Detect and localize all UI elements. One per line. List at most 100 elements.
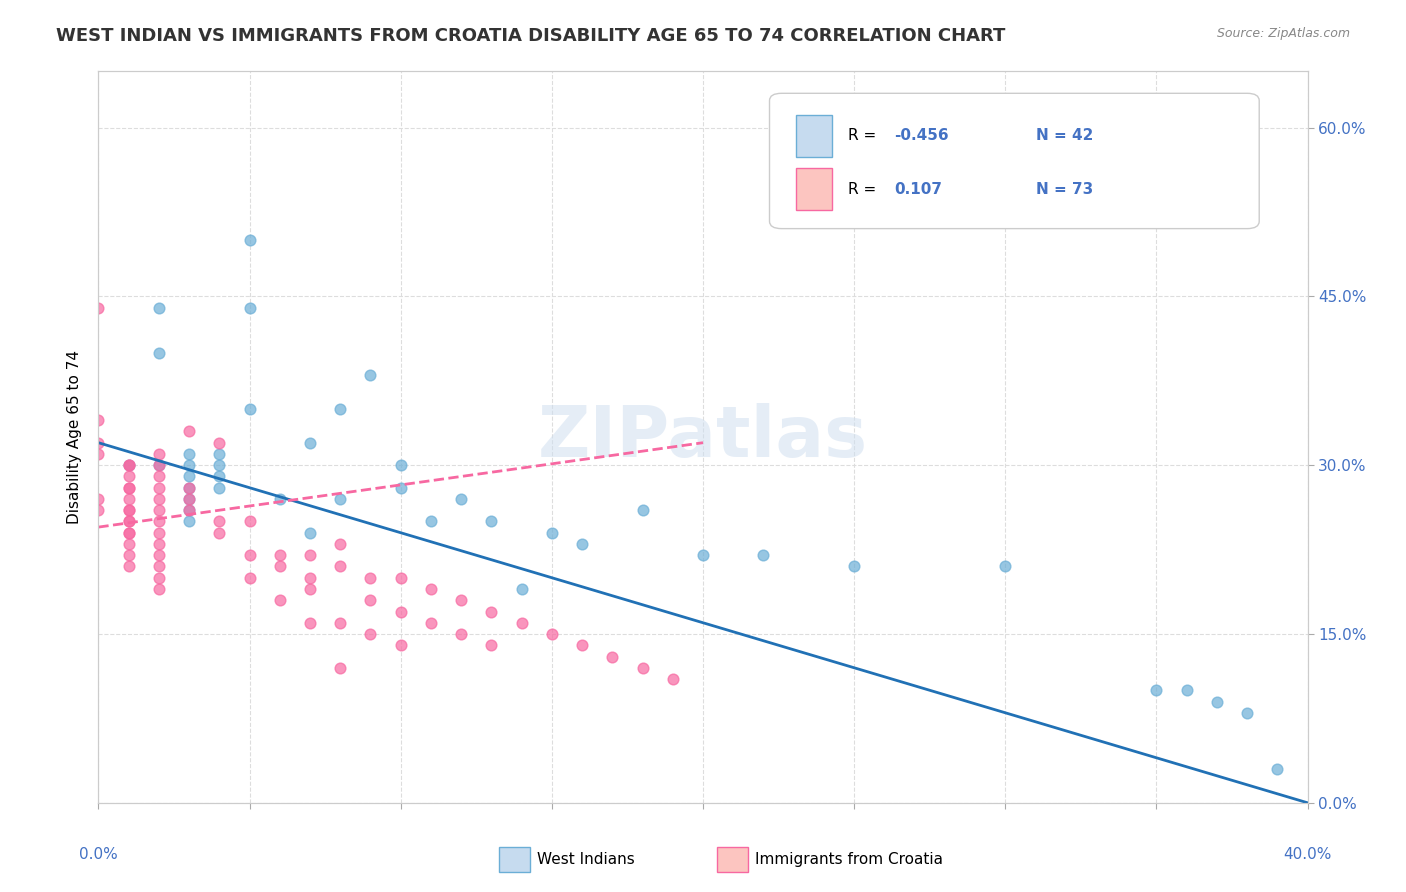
Point: [239, 233, 262, 247]
Point: [148, 537, 170, 551]
Point: [208, 458, 231, 473]
Point: [148, 559, 170, 574]
Text: 0.107: 0.107: [894, 182, 942, 196]
Point: [179, 503, 201, 517]
Point: [481, 638, 503, 652]
Point: [148, 515, 170, 529]
Point: [661, 672, 683, 686]
FancyBboxPatch shape: [769, 94, 1260, 228]
Point: [239, 515, 262, 529]
Point: [269, 593, 291, 607]
FancyBboxPatch shape: [796, 114, 832, 157]
Point: [148, 345, 170, 359]
Text: WEST INDIAN VS IMMIGRANTS FROM CROATIA DISABILITY AGE 65 TO 74 CORRELATION CHART: WEST INDIAN VS IMMIGRANTS FROM CROATIA D…: [56, 27, 1005, 45]
Point: [148, 469, 170, 483]
Point: [1267, 762, 1289, 776]
Point: [329, 537, 352, 551]
Point: [148, 571, 170, 585]
Point: [87, 503, 110, 517]
Text: ZIPatlas: ZIPatlas: [538, 402, 868, 472]
Point: [179, 458, 201, 473]
Point: [299, 571, 322, 585]
Point: [389, 481, 412, 495]
Y-axis label: Disability Age 65 to 74: Disability Age 65 to 74: [67, 350, 83, 524]
Point: [1206, 694, 1229, 708]
Point: [118, 537, 141, 551]
Point: [208, 447, 231, 461]
Point: [994, 559, 1017, 574]
Point: [269, 559, 291, 574]
Point: [87, 413, 110, 427]
Point: [299, 582, 322, 596]
Point: [148, 447, 170, 461]
Point: [1144, 683, 1167, 698]
FancyBboxPatch shape: [796, 168, 832, 211]
Point: [118, 481, 141, 495]
Point: [87, 435, 110, 450]
Point: [299, 435, 322, 450]
Point: [118, 525, 141, 540]
Point: [571, 537, 593, 551]
Point: [208, 435, 231, 450]
Point: [148, 458, 170, 473]
Point: [844, 559, 866, 574]
Point: [148, 491, 170, 506]
Point: [540, 525, 562, 540]
Point: [118, 515, 141, 529]
Point: [329, 615, 352, 630]
Point: [269, 548, 291, 562]
Point: [118, 491, 141, 506]
Point: [118, 458, 141, 473]
Text: R =: R =: [848, 128, 882, 144]
Point: [118, 515, 141, 529]
Point: [87, 447, 110, 461]
Point: [118, 458, 141, 473]
Point: [631, 503, 654, 517]
Point: [299, 548, 322, 562]
Point: [360, 593, 382, 607]
Point: [208, 469, 231, 483]
Point: [118, 458, 141, 473]
Point: [571, 638, 593, 652]
Point: [329, 401, 352, 416]
Point: [208, 515, 231, 529]
Point: [420, 615, 443, 630]
Point: [208, 525, 231, 540]
Point: [602, 649, 624, 664]
Point: [239, 301, 262, 315]
Text: N = 73: N = 73: [1035, 182, 1092, 196]
Point: [118, 503, 141, 517]
Point: [148, 301, 170, 315]
Point: [118, 469, 141, 483]
Point: [179, 469, 201, 483]
Point: [179, 481, 201, 495]
Point: [1236, 706, 1258, 720]
Point: [179, 515, 201, 529]
Point: [510, 582, 533, 596]
Point: [450, 491, 472, 506]
Point: [540, 627, 562, 641]
Point: [118, 548, 141, 562]
Point: [360, 627, 382, 641]
Point: [481, 605, 503, 619]
Point: [631, 661, 654, 675]
Point: [389, 571, 412, 585]
Point: [450, 627, 472, 641]
Point: [148, 481, 170, 495]
Point: [360, 368, 382, 383]
Point: [148, 525, 170, 540]
Point: [420, 582, 443, 596]
Point: [148, 582, 170, 596]
Point: [148, 503, 170, 517]
Point: [208, 481, 231, 495]
Text: 0.0%: 0.0%: [79, 847, 118, 862]
Point: [420, 515, 443, 529]
Point: [148, 548, 170, 562]
Point: [118, 481, 141, 495]
Point: [118, 525, 141, 540]
Text: Immigrants from Croatia: Immigrants from Croatia: [755, 853, 943, 867]
Point: [239, 401, 262, 416]
Point: [239, 571, 262, 585]
Text: Source: ZipAtlas.com: Source: ZipAtlas.com: [1216, 27, 1350, 40]
Text: -0.456: -0.456: [894, 128, 949, 144]
